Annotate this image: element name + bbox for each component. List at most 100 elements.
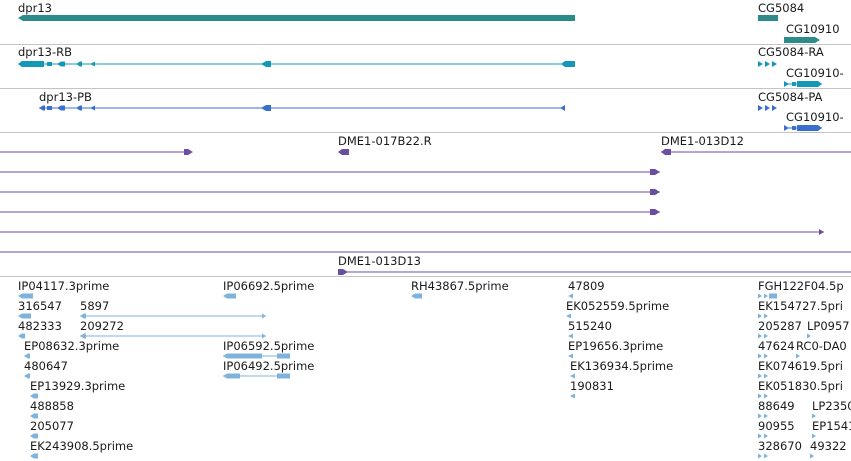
exon [90, 61, 95, 67]
clone-alignment[interactable] [0, 229, 824, 235]
clone-alignment[interactable] [0, 169, 660, 175]
gene-bar[interactable] [18, 15, 575, 21]
est-feature[interactable] [758, 393, 762, 399]
est-feature[interactable] [568, 353, 573, 359]
gene-cg5084[interactable]: CG5084 [758, 1, 804, 21]
clone-end [650, 169, 660, 175]
est-feature[interactable] [758, 333, 762, 339]
transcript-label: dpr13-RB [18, 45, 72, 59]
est-feature[interactable] [810, 453, 814, 459]
est-feature[interactable] [758, 313, 762, 319]
clone-dme1-013d12[interactable]: DME1-013D12 [661, 134, 851, 155]
est-label: IP06692.5prime [223, 279, 314, 293]
est-feature[interactable] [764, 373, 768, 379]
est-feature[interactable] [80, 313, 86, 319]
est-feature[interactable] [223, 353, 262, 359]
est-feature[interactable] [764, 353, 768, 359]
cds [39, 105, 45, 111]
est-feature[interactable] [570, 373, 575, 379]
clone-dme1-017b22r[interactable]: DME1-017B22.R [338, 134, 432, 155]
transcript-track: dpr13-RB CG5084-RA CG10910- [18, 45, 844, 87]
protein-cg5084-pa[interactable]: CG5084-PA [758, 90, 823, 111]
est-feature[interactable] [764, 453, 768, 459]
est-feature[interactable] [570, 393, 575, 399]
est-label: EK052559.5prime [566, 299, 669, 313]
est-feature[interactable] [807, 333, 811, 339]
est-label: IP06592.5prime [223, 339, 314, 353]
est-feature[interactable] [758, 293, 762, 299]
transcript-cg5084-ra[interactable]: CG5084-RA [758, 45, 824, 67]
gene-label: CG10910 [786, 22, 840, 36]
est-feature[interactable] [568, 293, 573, 299]
est-feature[interactable] [18, 293, 33, 299]
est-feature[interactable] [24, 373, 30, 379]
clone-dme1-013d13[interactable]: DME1-013D13 [338, 254, 851, 275]
est-feature[interactable] [796, 353, 800, 359]
est-label: 480647 [24, 359, 68, 373]
cds [797, 125, 822, 131]
clone-alignment[interactable] [0, 189, 660, 195]
est-feature[interactable] [769, 293, 777, 299]
est-feature[interactable] [758, 453, 762, 459]
est-feature[interactable] [758, 433, 762, 439]
est-feature[interactable] [277, 353, 290, 359]
est-feature[interactable] [223, 293, 236, 299]
exon [772, 61, 777, 67]
est-feature[interactable] [30, 393, 38, 399]
est-feature[interactable] [18, 313, 31, 319]
est-feature[interactable] [568, 333, 573, 339]
est-feature[interactable] [18, 333, 25, 339]
est-feature[interactable] [223, 373, 240, 379]
clone-alignment[interactable] [0, 209, 660, 215]
gene-label: CG5084 [758, 1, 804, 15]
est-feature[interactable] [812, 413, 816, 419]
est-feature[interactable] [24, 353, 30, 359]
est-feature[interactable] [30, 453, 38, 459]
est-feature[interactable] [566, 313, 571, 319]
est-feature[interactable] [30, 413, 38, 419]
cds [765, 105, 770, 111]
protein-cg10910-p[interactable]: CG10910- [784, 110, 844, 131]
est-label: EP08632.3prime [24, 339, 119, 353]
est-label: LP2350 [812, 399, 851, 413]
protein-dpr13-pb[interactable]: dpr13-PB [39, 90, 565, 111]
est-feature[interactable] [262, 313, 266, 319]
exon [261, 61, 271, 67]
est-label: EK074619.5pri [758, 359, 843, 373]
est-feature[interactable] [80, 333, 86, 339]
est-feature[interactable] [277, 373, 290, 379]
est-feature[interactable] [758, 353, 762, 359]
cds [90, 105, 95, 111]
transcript-dpr13-rb[interactable]: dpr13-RB [18, 45, 575, 67]
cds [784, 125, 789, 131]
est-feature[interactable] [764, 413, 768, 419]
est-label: EK243908.5prime [30, 439, 133, 453]
est-feature[interactable] [758, 413, 762, 419]
gene-bar[interactable] [784, 37, 820, 43]
est-label: EP19656.3prime [568, 339, 663, 353]
clone-label: DME1-013D12 [661, 134, 744, 148]
gene-cg10910[interactable]: CG10910 [784, 22, 840, 43]
est-feature[interactable] [411, 293, 422, 299]
clone-end [184, 149, 193, 155]
est-feature[interactable] [764, 433, 768, 439]
est-feature[interactable] [812, 433, 816, 439]
est-feature[interactable] [764, 393, 768, 399]
exon [797, 81, 822, 87]
est-label: EP1541 [812, 419, 851, 433]
gene-bar[interactable] [758, 15, 778, 21]
gene-dpr13[interactable]: dpr13 [18, 1, 575, 21]
est-feature[interactable] [758, 373, 762, 379]
est-label: 190831 [570, 379, 614, 393]
gene-track: dpr13 CG5084 CG10910 [18, 1, 840, 43]
est-feature[interactable] [262, 333, 266, 339]
est-feature[interactable] [764, 313, 768, 319]
transcript-cg10910-r[interactable]: CG10910- [784, 66, 844, 87]
cds [261, 105, 271, 111]
est-label: EK051830.5pri [758, 379, 843, 393]
est-feature[interactable] [764, 333, 768, 339]
clone-alignment[interactable] [0, 149, 193, 155]
est-feature[interactable] [764, 293, 768, 299]
est-feature[interactable] [30, 433, 38, 439]
